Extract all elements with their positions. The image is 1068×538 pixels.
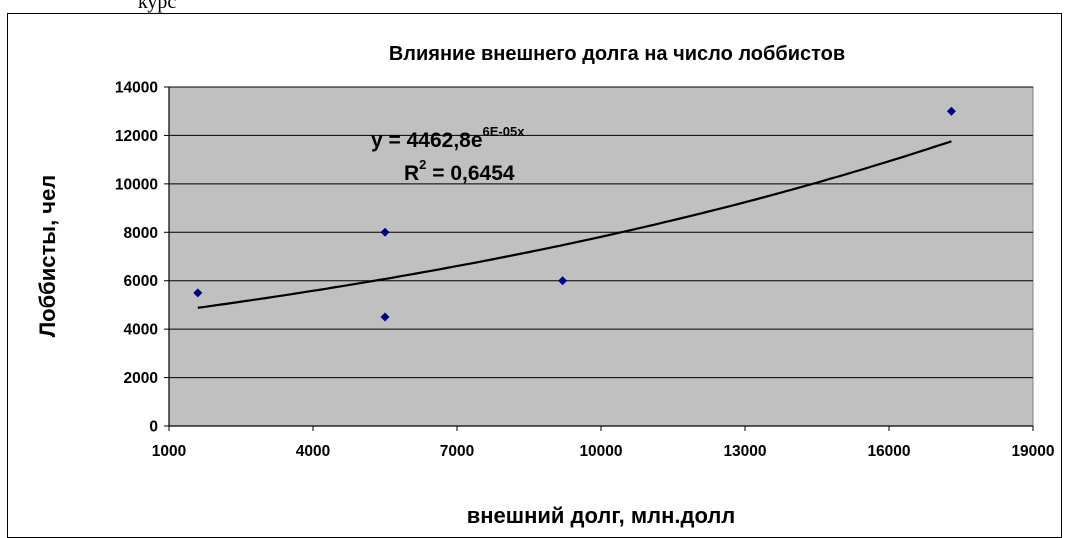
y-tick-label: 2000 xyxy=(124,370,158,387)
trendline-equation-main: y = 4462,8e xyxy=(371,129,483,152)
r-squared-prefix: R xyxy=(404,162,419,185)
page-top-text: курс xyxy=(138,0,177,13)
y-tick-label: 8000 xyxy=(124,225,158,242)
x-tick-label: 13000 xyxy=(723,443,766,460)
y-tick-label: 12000 xyxy=(115,128,158,145)
x-axis-label: внешний долг, млн.долл xyxy=(467,503,736,528)
y-tick-label: 4000 xyxy=(124,322,158,339)
y-axis-label: Лоббисты, чел xyxy=(35,175,60,338)
y-tick-label: 6000 xyxy=(124,273,158,290)
data-point xyxy=(193,288,203,298)
y-tick-label: 14000 xyxy=(115,80,158,97)
plot-area xyxy=(168,86,1034,427)
data-point xyxy=(380,312,390,322)
trendline-equation: y = 4462,8e6E-05x xyxy=(371,124,525,152)
x-tick-label: 4000 xyxy=(296,443,330,460)
r-squared-power: 2 xyxy=(419,157,426,172)
gridlines xyxy=(164,86,1034,431)
chart-title: Влияние внешнего долга на число лоббисто… xyxy=(389,43,845,65)
y-tick-label: 10000 xyxy=(115,176,158,193)
trendline-equation-exponent: 6E-05x xyxy=(483,124,526,139)
x-tick-label: 19000 xyxy=(1011,443,1054,460)
trendline-group xyxy=(197,140,952,309)
x-tick-label: 1000 xyxy=(152,443,186,460)
y-tick-labels: 0 2000 4000 6000 8000 10000 12000 14000 xyxy=(115,80,158,436)
x-tick-label: 7000 xyxy=(440,443,474,460)
y-tick-label: 0 xyxy=(149,419,158,436)
data-point xyxy=(558,276,568,286)
r-squared-label: R2 = 0,6454 xyxy=(404,157,515,185)
data-points xyxy=(193,106,956,322)
trendline xyxy=(197,140,952,309)
data-point xyxy=(380,227,390,237)
r-squared-value: = 0,6454 xyxy=(426,162,514,185)
x-tick-labels: 1000 4000 7000 10000 13000 16000 19000 xyxy=(152,443,1055,460)
x-tick-label: 10000 xyxy=(579,443,622,460)
x-tick-label: 16000 xyxy=(867,443,910,460)
data-point xyxy=(946,106,956,116)
